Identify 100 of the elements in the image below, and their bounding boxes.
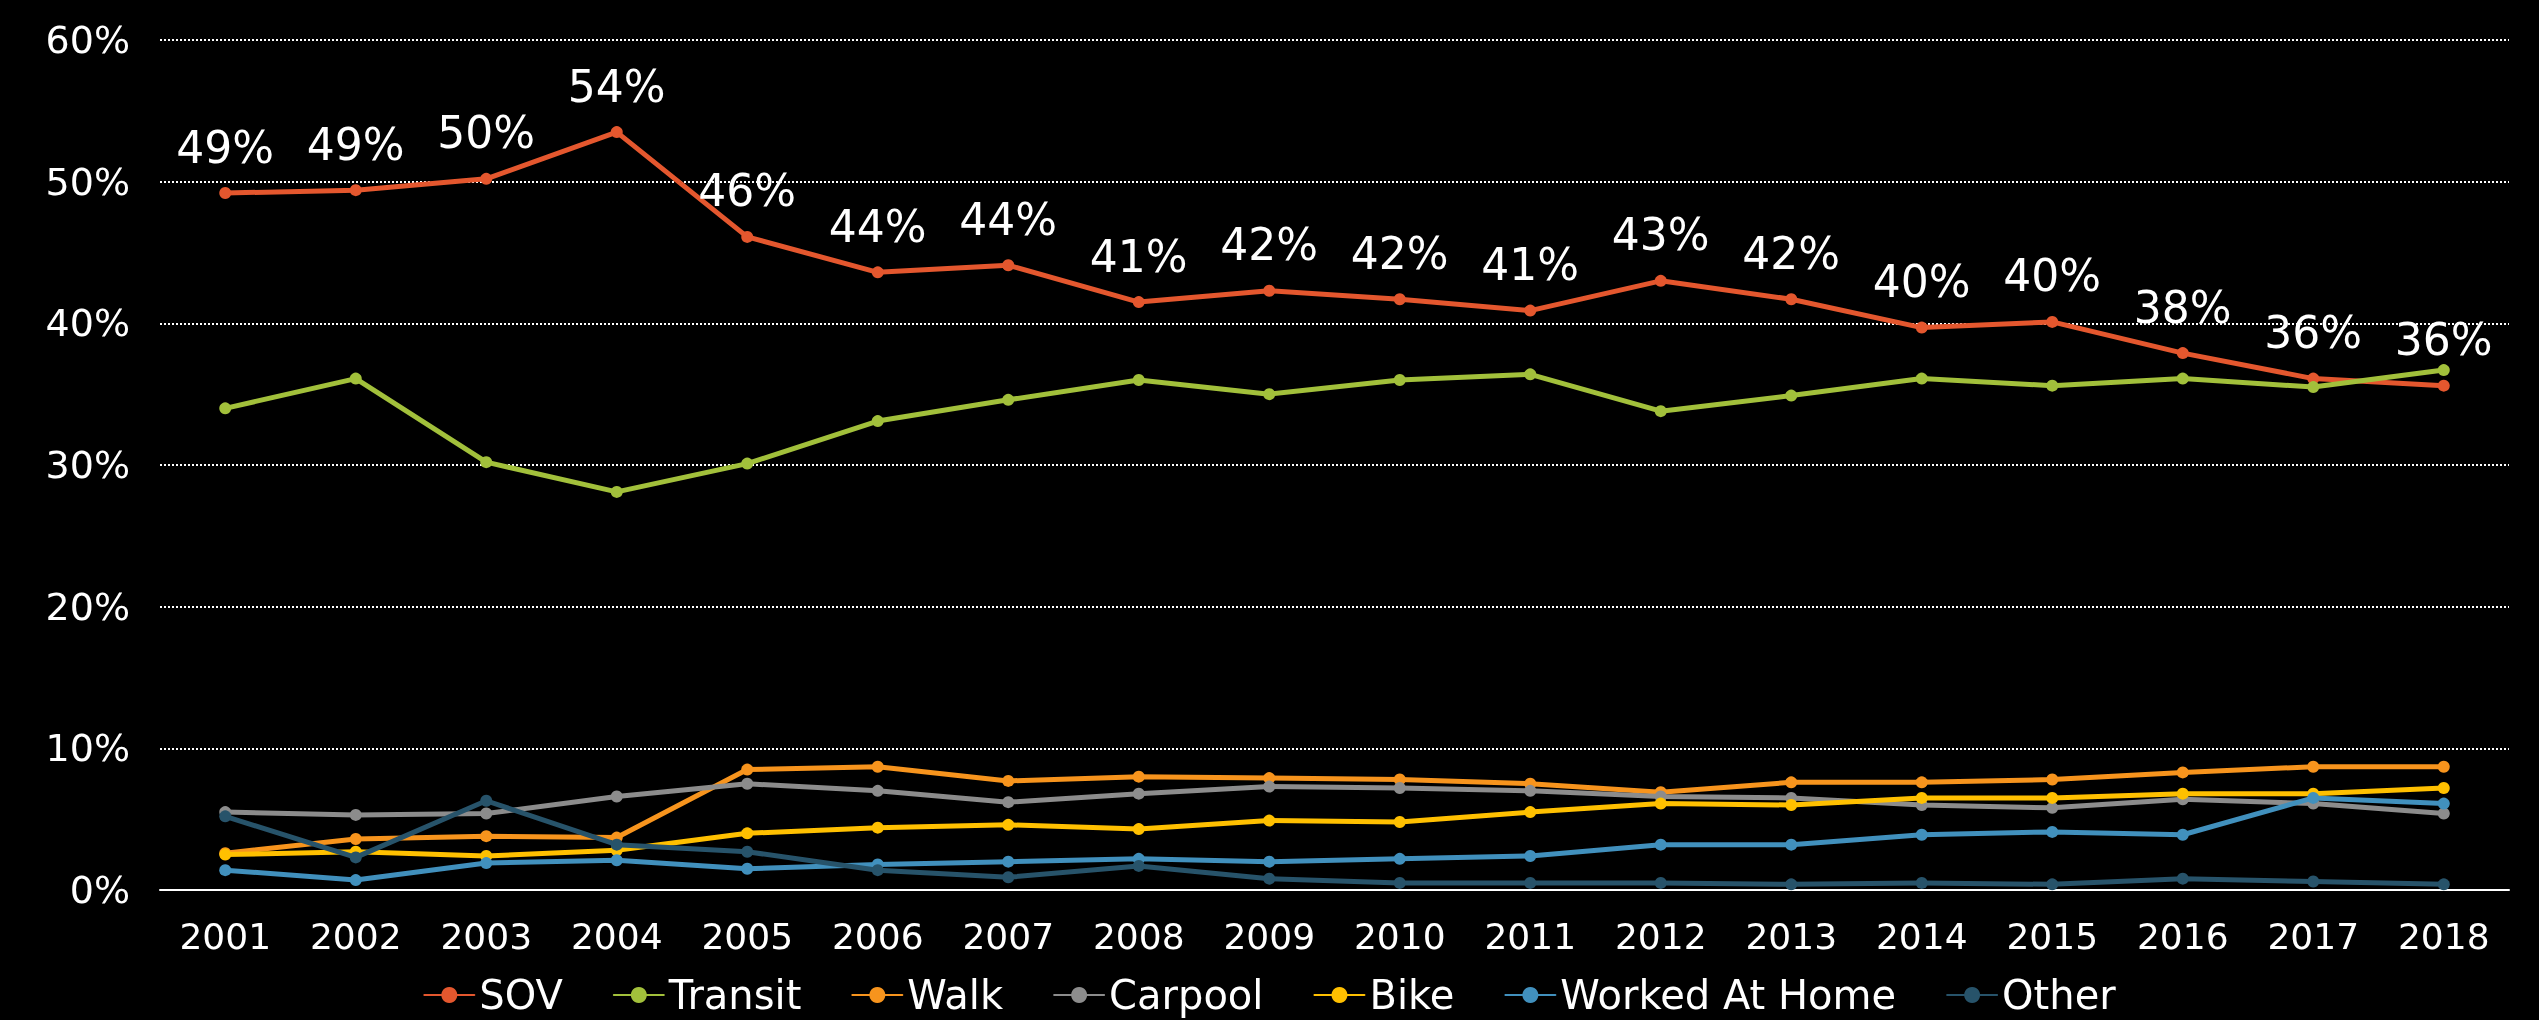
x-tick-label: 2006 (831, 915, 924, 957)
point (871, 415, 884, 428)
point (349, 874, 362, 887)
data-label: 41% (1481, 239, 1580, 291)
x-tick-label: 2008 (1092, 915, 1185, 957)
x-tick-label: 2014 (1875, 915, 1968, 957)
point (1524, 876, 1537, 889)
point (2176, 828, 2189, 841)
point (1524, 304, 1537, 317)
x-tick-label: 2018 (2397, 915, 2490, 957)
point (1524, 784, 1537, 797)
legend-label: Transit (667, 972, 802, 1018)
data-label: 54% (567, 60, 666, 112)
point (741, 862, 754, 875)
point (480, 172, 493, 185)
point (2176, 872, 2189, 885)
point (1785, 389, 1798, 402)
point (1393, 293, 1406, 306)
point (1002, 774, 1015, 787)
x-tick-label: 2002 (309, 915, 402, 957)
point (741, 457, 754, 470)
point (610, 854, 623, 867)
point (610, 485, 623, 498)
point (1915, 776, 1928, 789)
point (1785, 293, 1798, 306)
point (1915, 372, 1928, 385)
x-tick-label: 2010 (1353, 915, 1446, 957)
legend-label: Walk (907, 972, 1004, 1018)
point (1002, 855, 1015, 868)
point (1654, 405, 1667, 418)
point (349, 808, 362, 821)
x-tick-label: 2011 (1484, 915, 1577, 957)
point (2437, 379, 2450, 392)
data-label: 46% (698, 165, 797, 217)
x-tick-label: 2015 (2006, 915, 2099, 957)
point (2046, 825, 2059, 838)
x-tick-label: 2005 (701, 915, 794, 957)
data-label: 40% (1872, 256, 1971, 308)
point (1263, 872, 1276, 885)
point (2046, 773, 2059, 786)
point (219, 187, 232, 199)
point (2176, 787, 2189, 800)
point (1915, 321, 1928, 334)
point (741, 845, 754, 858)
x-tick-label: 2003 (440, 915, 533, 957)
point (871, 821, 884, 834)
x-tick-label: 2013 (1745, 915, 1838, 957)
point (2046, 878, 2059, 891)
y-tick-label: 10% (45, 726, 130, 771)
point (741, 777, 754, 790)
point (1915, 791, 1928, 804)
point (1654, 838, 1667, 851)
point (2176, 766, 2189, 779)
data-label: 36% (2264, 307, 2363, 359)
point (1132, 859, 1145, 872)
point (1263, 388, 1276, 401)
x-tick-label: 2007 (962, 915, 1055, 957)
y-tick-label: 50% (45, 159, 130, 204)
point (1393, 374, 1406, 386)
point (1002, 871, 1015, 884)
data-label: 50% (437, 107, 536, 159)
point (1263, 814, 1276, 827)
y-tick-label: 30% (45, 443, 130, 487)
point (741, 763, 754, 776)
point (219, 402, 232, 415)
point (349, 833, 362, 845)
y-tick-label: 20% (45, 584, 130, 629)
point (219, 864, 232, 877)
data-label: 43% (1611, 209, 1710, 261)
point (480, 456, 493, 469)
point (2437, 782, 2450, 794)
legend-label: Bike (1369, 972, 1455, 1018)
y-tick-label: 40% (45, 301, 130, 346)
x-tick-label: 2001 (179, 915, 272, 957)
legend-label: Worked At Home (1560, 972, 1897, 1018)
point (1393, 876, 1406, 889)
x-tick-label: 2016 (2136, 915, 2229, 957)
point (741, 827, 754, 840)
point (480, 807, 493, 820)
data-label: 42% (1742, 227, 1841, 279)
point (1785, 878, 1798, 891)
point (1132, 770, 1145, 783)
data-label: 38% (2133, 281, 2232, 333)
point (1654, 797, 1667, 810)
point (2046, 379, 2059, 392)
point (1132, 296, 1145, 309)
point (2307, 381, 2320, 394)
point (2437, 797, 2450, 810)
point (1002, 393, 1015, 406)
data-label: 42% (1220, 219, 1319, 271)
y-tick-label: 0% (69, 868, 130, 912)
x-tick-label: 2017 (2267, 915, 2360, 957)
point (1915, 876, 1928, 889)
point (1785, 776, 1798, 789)
point (2176, 347, 2189, 360)
point (2307, 791, 2320, 804)
data-label: 41% (1089, 230, 1188, 282)
point (1654, 274, 1667, 287)
point (2046, 791, 2059, 804)
point (349, 372, 362, 385)
